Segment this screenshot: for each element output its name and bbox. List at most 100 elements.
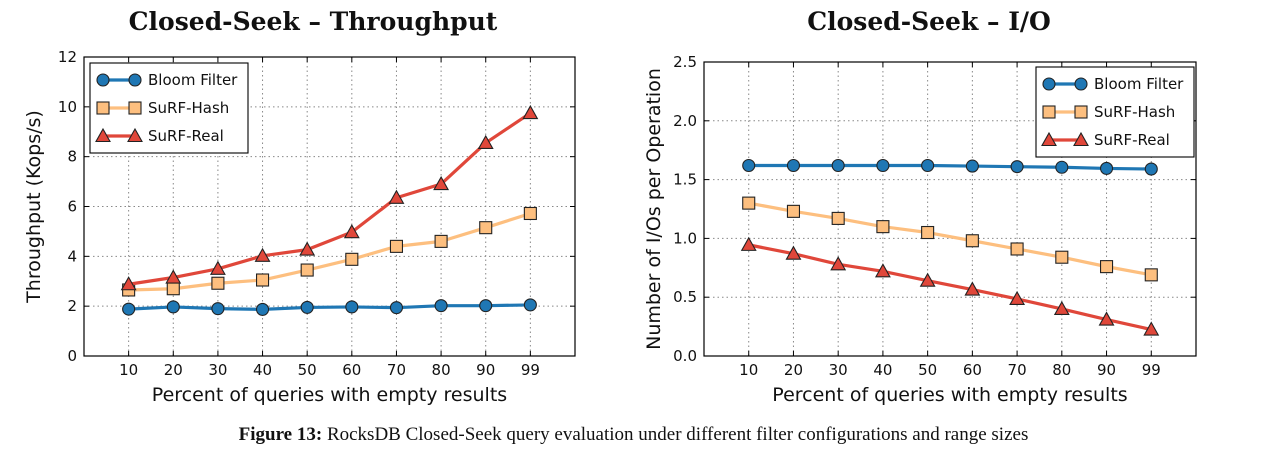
data-point	[1143, 321, 1160, 336]
data-point	[785, 245, 802, 260]
data-point	[479, 221, 493, 235]
x-axis-label: Percent of queries with empty results	[772, 384, 1127, 406]
data-point	[434, 299, 448, 313]
x-tick-label: 20	[784, 361, 803, 379]
data-point	[343, 224, 360, 239]
series-line	[128, 211, 531, 292]
x-tick-label: 10	[119, 361, 138, 379]
legend-label: SuRF-Real	[148, 127, 224, 145]
data-point	[831, 211, 845, 225]
data-point	[964, 281, 981, 296]
legend: Bloom Filter SuRF-Hash SuRF-Real	[1035, 66, 1195, 158]
data-point	[1144, 268, 1158, 282]
series-bloom-filter	[742, 158, 1158, 176]
data-point	[388, 189, 405, 204]
data-point	[1055, 250, 1069, 264]
x-tick-label: 60	[342, 361, 361, 379]
y-axis-label: Number of I/Os per Operation	[643, 68, 665, 350]
data-point	[254, 247, 271, 262]
legend-label: SuRF-Hash	[148, 99, 229, 117]
series-surf-real	[740, 236, 1160, 336]
data-point	[876, 158, 890, 173]
data-point	[786, 158, 801, 173]
x-tick-label: 50	[298, 361, 317, 379]
plot-frame	[703, 61, 1197, 357]
legend-label: SuRF-Hash	[1094, 103, 1175, 121]
y-tick-label: 8	[67, 148, 77, 166]
data-point	[830, 256, 847, 271]
y-tick-label: 0	[67, 347, 77, 365]
data-point	[921, 225, 935, 240]
data-point	[786, 204, 801, 218]
series-line	[128, 303, 531, 312]
x-tick-label: 40	[873, 361, 892, 379]
data-point	[389, 239, 404, 253]
data-point	[166, 282, 180, 296]
chart-title: Closed-Seek – Throughput	[129, 7, 498, 36]
data-point	[434, 234, 448, 248]
y-tick-label: 6	[67, 198, 77, 216]
data-point	[1009, 290, 1026, 306]
data-point	[876, 220, 890, 234]
y-tick-label: 2	[67, 297, 77, 315]
y-tick-label: 1.5	[673, 171, 697, 189]
legend-marker	[1041, 131, 1057, 147]
data-point	[255, 273, 270, 287]
legend-marker	[1042, 77, 1056, 91]
data-point	[345, 252, 359, 266]
data-point	[255, 302, 270, 316]
y-axis-label: Throughput (Kops/s)	[23, 110, 45, 304]
x-tick-label: 60	[963, 361, 982, 379]
figure-caption: Figure 13: RocksDB Closed-Seek query eva…	[0, 424, 1267, 446]
legend-marker	[1042, 105, 1056, 119]
data-point	[300, 300, 314, 314]
x-tick-label: 90	[476, 361, 495, 379]
data-point	[479, 299, 493, 313]
data-point	[523, 206, 537, 221]
x-tick-label: 30	[208, 361, 227, 379]
legend-marker	[128, 73, 142, 87]
x-tick-label: 99	[1142, 361, 1161, 379]
data-point	[120, 276, 137, 291]
data-point	[1099, 161, 1114, 175]
x-tick-label: 10	[739, 361, 758, 379]
data-point	[1099, 260, 1114, 274]
y-tick-label: 0.5	[673, 288, 697, 306]
data-point	[166, 300, 180, 314]
data-point	[299, 241, 316, 256]
data-point	[523, 298, 537, 312]
series-line	[748, 163, 1152, 171]
legend-label: SuRF-Real	[1094, 131, 1170, 149]
series-line	[748, 201, 1152, 277]
data-point	[477, 134, 494, 150]
y-tick-label: 2.0	[673, 112, 697, 130]
data-point	[1053, 300, 1070, 316]
y-tick-label: 0.0	[673, 347, 697, 365]
data-point	[389, 301, 404, 315]
series-bloom-filter	[122, 298, 537, 316]
legend-marker	[1074, 105, 1088, 119]
series-surf-real	[120, 104, 539, 291]
series-surf-hash	[122, 206, 537, 297]
data-point	[345, 300, 359, 314]
data-point	[1098, 311, 1115, 326]
data-point	[522, 104, 539, 120]
data-point	[1010, 160, 1024, 174]
series-line	[748, 243, 1152, 332]
x-tick-label: 40	[253, 361, 272, 379]
x-tick-label: 70	[1008, 361, 1027, 379]
series-surf-hash	[742, 196, 1158, 282]
y-tick-label: 10	[58, 98, 77, 116]
y-tick-label: 2.5	[673, 53, 697, 71]
y-tick-label: 12	[58, 48, 77, 66]
legend-marker	[127, 127, 143, 143]
x-tick-label: 90	[1097, 361, 1116, 379]
x-tick-label: 80	[432, 361, 451, 379]
data-point	[433, 175, 450, 191]
data-point	[165, 269, 182, 284]
caption-text: RocksDB Closed-Seek query evaluation und…	[322, 424, 1029, 445]
legend: Bloom Filter SuRF-Hash SuRF-Real	[89, 62, 249, 154]
data-point	[740, 236, 757, 251]
